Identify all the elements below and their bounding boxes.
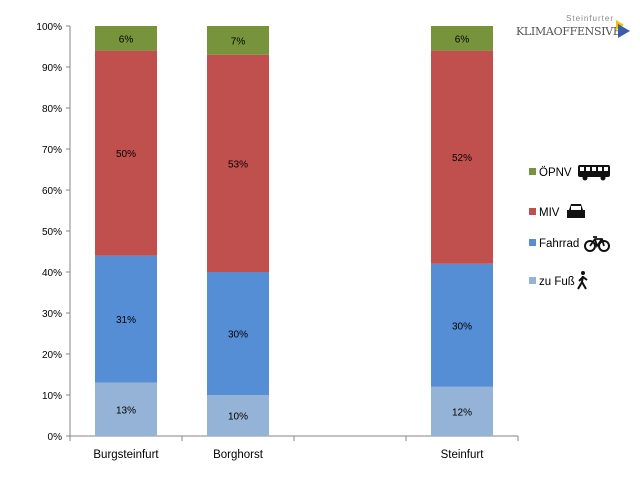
data-label: 31% [116, 315, 136, 326]
bus-window [604, 167, 608, 171]
logo-mark-blue [618, 24, 630, 38]
y-tick-label: 60% [42, 186, 62, 197]
legend-swatch [529, 277, 536, 284]
y-tick-label: 80% [42, 104, 62, 115]
y-tick-label: 20% [42, 350, 62, 361]
y-tick-label: 30% [42, 309, 62, 320]
legend-label: Fahrrad [539, 238, 579, 250]
bar-segment [95, 50, 157, 256]
y-tick-label: 50% [42, 227, 62, 238]
bicycle-icon [584, 240, 596, 252]
x-tick-label: Borghorst [213, 449, 264, 461]
data-label: 53% [228, 159, 248, 170]
data-label: 6% [455, 34, 470, 45]
legend-label: MIV [539, 207, 560, 219]
bus-window [592, 167, 596, 171]
legend-label: zu Fuß [539, 276, 575, 288]
bar-segment [95, 255, 157, 383]
bar-segment [207, 395, 269, 436]
bar-segment [431, 263, 493, 387]
data-label: 12% [452, 407, 472, 418]
y-tick-label: 10% [42, 391, 62, 402]
pedestrian-body [577, 275, 588, 290]
data-label: 52% [452, 153, 472, 164]
klimaoffensive-logo: Steinfurter KLIMAOFFENSIVE [512, 14, 636, 44]
legend-label: ÖPNV [539, 167, 572, 179]
bar-segment [95, 26, 157, 51]
bus-wheel [600, 175, 606, 181]
y-tick-label: 100% [36, 22, 62, 33]
legend-swatch [529, 239, 536, 246]
bar-segment [207, 54, 269, 273]
x-tick-label: Burgsteinfurt [93, 449, 159, 461]
bar-segment [431, 386, 493, 436]
bus-window [580, 167, 584, 171]
bar-segment [207, 272, 269, 395]
x-tick-label: Steinfurt [441, 449, 485, 461]
y-tick-label: 70% [42, 145, 62, 156]
bicycle-frame [589, 236, 605, 249]
bicycle-wheel [598, 240, 610, 252]
bar-segment [207, 26, 269, 55]
data-label: 30% [228, 330, 248, 341]
bus-wheel [582, 175, 588, 181]
data-label: 50% [116, 149, 136, 160]
bar-segment [95, 382, 157, 436]
legend-swatch [529, 168, 536, 175]
logo-sub: Steinfurter [566, 14, 614, 23]
bus-window [586, 167, 590, 171]
bus-window [598, 167, 602, 171]
legend-swatch [529, 208, 536, 215]
data-label: 7% [231, 36, 246, 47]
bar-segment [431, 26, 493, 51]
data-label: 30% [452, 321, 472, 332]
logo-main: KLIMAOFFENSIVE [516, 25, 621, 38]
car-windshield [571, 206, 581, 210]
y-tick-label: 0% [48, 432, 63, 443]
y-tick-label: 90% [42, 63, 62, 74]
data-label: 6% [119, 34, 134, 45]
data-label: 10% [228, 412, 248, 423]
y-tick-label: 40% [42, 268, 62, 279]
data-label: 13% [116, 405, 136, 416]
pedestrian-icon [581, 271, 585, 275]
bar-segment [431, 50, 493, 264]
